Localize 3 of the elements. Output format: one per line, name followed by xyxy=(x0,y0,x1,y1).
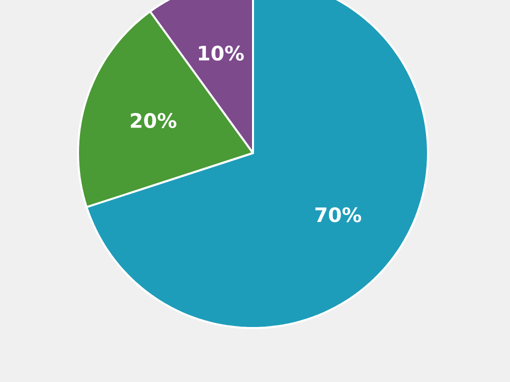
data-label: 10% xyxy=(198,46,244,61)
data-label: 20% xyxy=(130,113,176,128)
data-label: 70% xyxy=(315,207,362,222)
